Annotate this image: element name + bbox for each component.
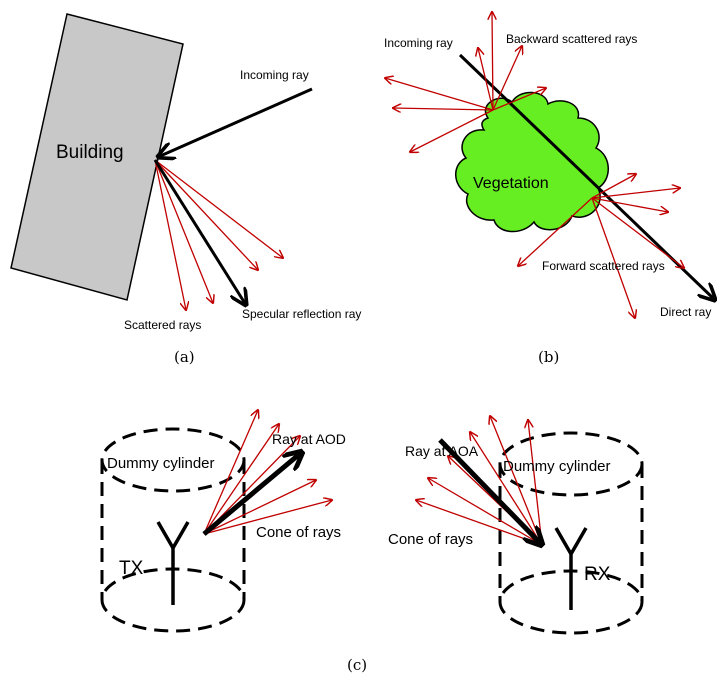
cone-label-left: Cone of rays [256,524,341,541]
specular-ray-label: Specular reflection ray [242,307,361,321]
forward-scattered-label: Forward scattered rays [542,259,665,273]
vegetation-shape [455,91,609,233]
aoa-label: Ray at AOA [405,443,479,459]
incoming-ray-label-a: Incoming ray [240,68,309,82]
building-shape [10,13,184,301]
tx-label: TX [119,558,144,579]
dummy-cylinder-label-left: Dummy cylinder [107,455,215,472]
rx-label: RX [584,564,611,585]
aod-label: Ray at AOD [272,431,346,447]
building-label: Building [56,142,124,163]
cone-label-right: Cone of rays [388,531,473,548]
backward-scattered-rays [385,12,546,152]
specular-ray [153,159,246,305]
tx-antenna-icon [156,521,190,605]
incoming-ray-a [158,87,313,157]
caption-b: (b) [538,348,559,366]
direct-ray-label: Direct ray [660,305,711,319]
caption-a: (a) [174,348,195,366]
panel-b: Vegetation Incoming ray Direct ray Backw… [384,12,715,366]
backward-scattered-label: Backward scattered rays [506,32,637,46]
scattered-rays-a [154,159,283,310]
panel-c: TX Ray at AOD Dummy cylinder Cone of ray… [100,410,644,674]
panel-a: Building Incoming ray Scattered rays Spe… [10,13,361,366]
aod-ray [202,452,302,536]
forward-scattered-rays [518,174,684,318]
aoa-ray [438,438,542,545]
scattered-rays-label: Scattered rays [124,318,201,332]
vegetation-label: Vegetation [473,175,549,192]
dummy-cylinder-label-right: Dummy cylinder [503,458,611,475]
caption-c: (c) [347,656,367,674]
incoming-ray-label-b: Incoming ray [384,36,453,50]
rx-antenna-icon [554,527,588,610]
